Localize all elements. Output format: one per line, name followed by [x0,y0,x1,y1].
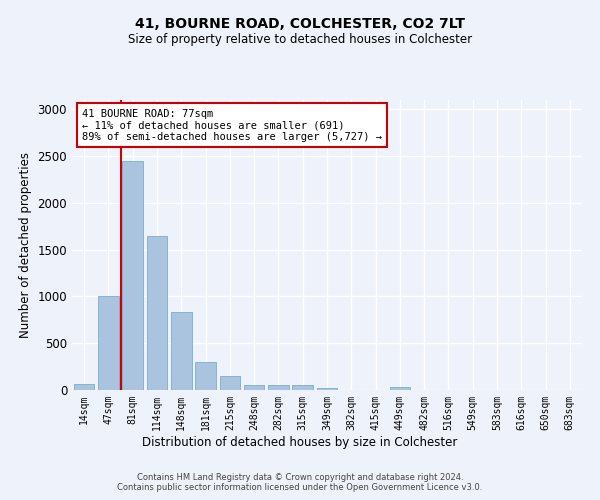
Text: Distribution of detached houses by size in Colchester: Distribution of detached houses by size … [142,436,458,449]
Bar [317,388,337,390]
Bar [389,386,410,390]
Text: Size of property relative to detached houses in Colchester: Size of property relative to detached ho… [128,32,472,46]
Text: Contains HM Land Registry data © Crown copyright and database right 2024.
Contai: Contains HM Land Registry data © Crown c… [118,473,482,492]
Y-axis label: Number of detached properties: Number of detached properties [19,152,32,338]
Bar [220,376,240,390]
Bar [292,386,313,390]
Bar [146,236,167,390]
Bar [268,385,289,390]
Text: 41 BOURNE ROAD: 77sqm
← 11% of detached houses are smaller (691)
89% of semi-det: 41 BOURNE ROAD: 77sqm ← 11% of detached … [82,108,382,142]
Bar [171,312,191,390]
Bar [195,362,216,390]
Bar [74,384,94,390]
Bar [98,296,119,390]
Bar [122,161,143,390]
Text: 41, BOURNE ROAD, COLCHESTER, CO2 7LT: 41, BOURNE ROAD, COLCHESTER, CO2 7LT [135,18,465,32]
Bar [244,385,265,390]
